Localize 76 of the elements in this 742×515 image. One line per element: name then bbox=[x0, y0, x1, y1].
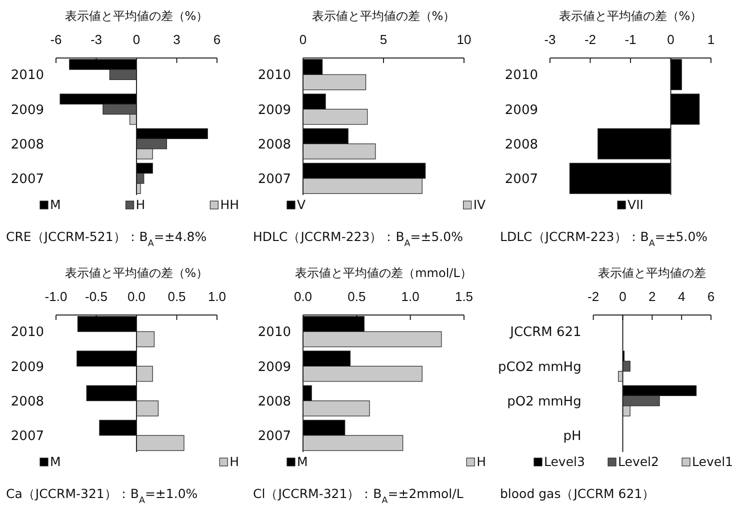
x-tick-label: 3 bbox=[173, 32, 180, 47]
legend-label: M bbox=[297, 454, 308, 469]
legend-label: HH bbox=[220, 197, 239, 212]
y-tick-label: 2007 bbox=[258, 428, 291, 444]
y-tick-label: 2009 bbox=[258, 360, 291, 375]
x-tick-label: 1.0 bbox=[401, 289, 420, 304]
x-tick-label: -0.5 bbox=[85, 289, 108, 304]
legend-label: H bbox=[136, 197, 146, 212]
x-tick-label: -1 bbox=[624, 32, 636, 47]
x-tick-label: -3 bbox=[90, 32, 102, 47]
x-axis-title: 表示値と平均値の差（%） bbox=[558, 9, 702, 23]
y-tick-label: 2007 bbox=[10, 172, 44, 187]
text: LDLC（JCCRM-223）：B$_{A}$=±5.0% bbox=[500, 229, 708, 249]
x-tick-label: 1.0 bbox=[208, 289, 226, 304]
x-axis-title: 表示値と平均値の差（%） bbox=[312, 9, 456, 23]
text: Ca（JCCRM-321）：B$_{A}$=±1.0% bbox=[6, 486, 198, 506]
x-tick-label: 0 bbox=[619, 289, 626, 304]
x-tick-label: -2 bbox=[584, 32, 596, 47]
y-tick-label: 2009 bbox=[10, 360, 44, 375]
y-tick-label: 2010 bbox=[10, 325, 44, 340]
x-tick-label: -6 bbox=[50, 32, 62, 47]
y-tick-label: 2008 bbox=[10, 394, 44, 410]
x-tick-label: 0.0 bbox=[127, 289, 146, 304]
y-tick-label: 2007 bbox=[258, 172, 291, 187]
x-tick-label: 1 bbox=[707, 32, 715, 47]
x-axis-title: 表示値と平均値の差 bbox=[598, 266, 706, 280]
legend-label: Level2 bbox=[618, 454, 659, 469]
x-tick-label: 0 bbox=[132, 32, 140, 47]
legend-label: M bbox=[50, 197, 61, 212]
x-axis-title: 表示値と平均値の差（%） bbox=[64, 9, 208, 23]
y-tick-label: 2009 bbox=[504, 102, 538, 118]
y-tick-label: JCCRM 621 bbox=[509, 325, 582, 340]
x-tick-label: 4 bbox=[678, 289, 686, 304]
y-tick-label: 2008 bbox=[10, 137, 44, 152]
y-tick-label: 2008 bbox=[504, 137, 538, 152]
x-tick-label: 0 bbox=[299, 32, 307, 47]
legend-label: H bbox=[476, 454, 486, 469]
y-tick-label: pH bbox=[563, 428, 582, 444]
y-tick-label: 2010 bbox=[10, 68, 44, 84]
legend-label: V bbox=[297, 197, 306, 212]
x-tick-label: 6 bbox=[707, 289, 715, 304]
x-axis-title: 表示値と平均値の差（%） bbox=[64, 266, 208, 280]
y-tick-label: 2010 bbox=[258, 325, 291, 340]
x-axis-title: 表示値と平均値の差（mmol/L） bbox=[295, 266, 472, 280]
x-tick-label: 5 bbox=[380, 32, 388, 47]
text: blood gas（JCCRM 621） bbox=[500, 486, 656, 501]
x-tick-label: 0.5 bbox=[168, 289, 186, 304]
x-tick-label: 2 bbox=[648, 289, 656, 304]
x-tick-label: 0.5 bbox=[348, 289, 366, 304]
y-tick-label: pCO2 mmHg bbox=[498, 360, 582, 375]
legend-label: M bbox=[50, 454, 61, 469]
x-tick-label: 6 bbox=[213, 32, 221, 47]
y-tick-label: pO2 mmHg bbox=[507, 394, 582, 410]
legend-label: H bbox=[230, 454, 239, 469]
legend-label: IV bbox=[473, 197, 486, 212]
legend-label: Level3 bbox=[544, 454, 585, 469]
legend-label: VII bbox=[628, 197, 644, 212]
y-tick-label: 2009 bbox=[10, 102, 44, 118]
y-tick-label: 2008 bbox=[258, 137, 291, 152]
x-tick-label: 10 bbox=[456, 32, 472, 47]
x-tick-label: -1.0 bbox=[44, 289, 68, 304]
text: HDLC（JCCRM-223）：B$_{A}$=±5.0% bbox=[253, 229, 464, 249]
y-tick-label: 2010 bbox=[258, 68, 291, 84]
x-tick-label: -3 bbox=[544, 32, 556, 47]
y-tick-label: 2008 bbox=[258, 394, 291, 410]
x-tick-label: 0.0 bbox=[294, 289, 312, 304]
text: CRE（JCCRM-521）：B$_{A}$=±4.8% bbox=[6, 229, 207, 249]
y-tick-label: 2007 bbox=[10, 428, 44, 444]
y-tick-label: 2010 bbox=[504, 68, 538, 84]
x-tick-label: 1.5 bbox=[454, 289, 474, 304]
x-tick-label: 0 bbox=[667, 32, 674, 47]
x-tick-label: -2 bbox=[588, 289, 600, 304]
y-tick-label: 2009 bbox=[258, 102, 291, 118]
text: Cl（JCCRM-321）：B$_{A}$=±2mmol/L bbox=[253, 486, 464, 506]
y-tick-label: 2007 bbox=[504, 172, 538, 187]
legend-label: Level1 bbox=[692, 454, 733, 469]
